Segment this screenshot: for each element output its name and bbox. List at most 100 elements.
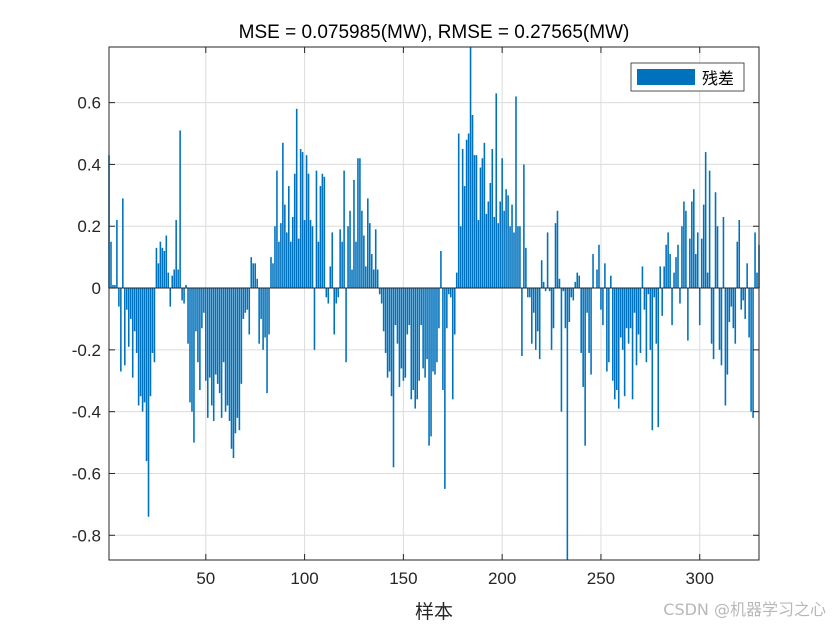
- residual-bar: [722, 216, 725, 289]
- residual-bar: [133, 288, 136, 332]
- residual-bar: [428, 288, 430, 446]
- residual-bar: [477, 220, 480, 289]
- residual-bar: [663, 266, 665, 289]
- residual-bar: [270, 257, 272, 289]
- residual-bar: [151, 288, 154, 353]
- residual-bars: [108, 47, 760, 560]
- residual-bar: [309, 220, 312, 289]
- residual-bar: [534, 288, 537, 350]
- residual-bar: [732, 288, 735, 329]
- residual-bar: [570, 288, 573, 298]
- watermark-text: CSDN @机器学习之心: [663, 600, 826, 619]
- residual-bar: [161, 247, 164, 289]
- residual-bar: [208, 288, 211, 378]
- residual-bar: [400, 288, 403, 369]
- residual-bar: [163, 250, 166, 289]
- residual-bar: [637, 288, 640, 335]
- residual-bar: [698, 288, 701, 326]
- residual-bar: [276, 170, 278, 289]
- residual-bar: [135, 288, 138, 353]
- residual-bar: [592, 254, 594, 289]
- legend: 残差: [630, 62, 745, 92]
- x-tick-label: 200: [488, 569, 516, 588]
- residual-bar: [600, 288, 602, 310]
- residual-bar: [370, 254, 373, 289]
- residual-bar: [382, 288, 385, 332]
- residual-bar: [455, 272, 458, 289]
- residual-bar: [451, 288, 454, 400]
- residual-bar: [216, 288, 219, 384]
- residual-bar: [475, 155, 478, 289]
- residual-bar: [181, 288, 183, 301]
- residual-bar: [291, 216, 294, 289]
- residual-bar: [604, 263, 606, 289]
- residual-bar: [544, 288, 547, 292]
- residual-bar: [647, 288, 650, 295]
- residual-bar: [657, 288, 660, 428]
- residual-bar: [536, 288, 539, 332]
- residual-bar: [461, 148, 464, 289]
- residual-bar: [426, 288, 428, 360]
- x-tick-label: 100: [290, 569, 318, 588]
- residual-bar: [179, 130, 181, 289]
- residual-bar: [471, 114, 474, 289]
- residual-bar: [665, 244, 667, 289]
- residual-bar: [201, 288, 203, 329]
- residual-bar: [655, 288, 658, 344]
- residual-bar: [596, 269, 598, 289]
- residual-bar: [345, 288, 347, 363]
- residual-bar: [568, 288, 571, 323]
- residual-bar: [700, 238, 703, 289]
- residual-bar: [558, 278, 561, 289]
- residual-bar: [473, 155, 476, 289]
- residual-bar: [131, 288, 134, 378]
- residual-bar: [702, 204, 705, 289]
- residual-bar: [252, 263, 255, 289]
- residual-bar: [246, 288, 249, 310]
- residual-bar: [493, 216, 496, 289]
- residual-bar: [386, 288, 389, 378]
- residual-bar: [343, 170, 345, 289]
- residual-bar: [331, 232, 334, 289]
- residual-bar: [392, 288, 395, 468]
- residual-bar: [623, 288, 626, 397]
- residual-bar: [465, 139, 468, 289]
- residual-bar: [274, 226, 276, 289]
- residual-bar: [153, 288, 156, 363]
- residual-bar: [384, 288, 387, 353]
- residual-bar: [254, 263, 256, 289]
- legend-label: 残差: [702, 69, 734, 88]
- x-tick-label: 250: [587, 569, 615, 588]
- residual-bar: [742, 288, 744, 301]
- residual-bar: [173, 269, 175, 289]
- residual-bar: [459, 226, 462, 289]
- residual-bar: [744, 288, 746, 319]
- residual-bar: [540, 260, 543, 289]
- residual-bar: [341, 241, 343, 289]
- residual-bar: [118, 288, 120, 307]
- residual-bar: [406, 288, 409, 335]
- residual-bar: [507, 195, 509, 289]
- residual-bar: [418, 288, 420, 381]
- residual-bar: [390, 288, 393, 397]
- residual-bar: [631, 288, 634, 400]
- residual-bar: [612, 288, 614, 381]
- residual-bar: [503, 210, 505, 289]
- legend-swatch: [637, 69, 695, 85]
- residual-bar: [155, 247, 158, 289]
- residual-bar: [189, 288, 191, 403]
- residual-bar: [157, 263, 160, 289]
- residual-bar: [548, 288, 551, 292]
- residual-bar: [643, 288, 646, 310]
- residual-bar: [440, 250, 442, 289]
- x-axis-label: 样本: [415, 601, 453, 623]
- residual-bar: [752, 288, 754, 418]
- residual-bar: [369, 223, 371, 289]
- residual-bar: [187, 288, 189, 344]
- residual-bar: [728, 288, 731, 323]
- residual-bar: [183, 288, 185, 304]
- residual-bar: [517, 226, 519, 289]
- residual-bar: [171, 275, 174, 289]
- residual-bar: [677, 244, 679, 289]
